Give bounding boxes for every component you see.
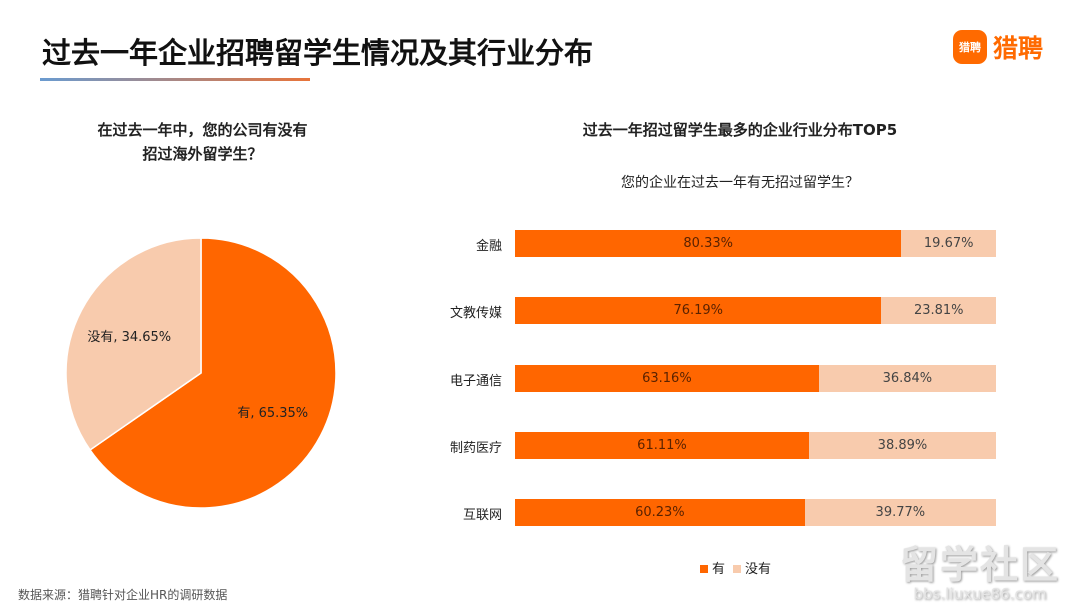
page-title: 过去一年企业招聘留学生情况及其行业分布 xyxy=(42,36,594,70)
watermark-line2: bbs.liuxue86.com xyxy=(913,585,1047,603)
bar-segment-no: 23.81% xyxy=(881,297,996,324)
logo-text: 猎聘 xyxy=(993,34,1044,63)
title-underline xyxy=(40,78,310,81)
bar-segment-no: 39.77% xyxy=(804,499,996,526)
pie-slice-no xyxy=(65,237,202,451)
data-source: 数据来源：猎聘针对企业HR的调研数据 xyxy=(18,588,228,602)
legend-swatch xyxy=(700,565,708,573)
legend-label: 有 xyxy=(712,562,726,577)
pie-label: 没有, 34.65% xyxy=(87,330,172,346)
pie-slice-yes xyxy=(89,237,337,509)
liepin-logo: 猎聘 猎聘 xyxy=(953,29,1043,65)
bar-segment-no: 38.89% xyxy=(808,432,996,459)
bar-segment-yes: 63.16% xyxy=(515,365,819,392)
legend: 有 没有 xyxy=(700,558,771,577)
legend-swatch xyxy=(733,565,742,573)
bar-segment-no: 19.67% xyxy=(901,230,996,257)
watermark-line1: 留学社区 xyxy=(900,543,1061,587)
bar-segment-no: 36.84% xyxy=(818,365,996,392)
category-label: 电子通信 xyxy=(449,374,502,389)
pie-title: 在过去一年中，您的公司有没有 招过海外留学生？ xyxy=(60,118,345,166)
legend-item-no: 没有 xyxy=(733,558,771,577)
legend-label: 没有 xyxy=(745,562,772,577)
legend-item-yes: 有 xyxy=(700,558,725,577)
pie-label: 有, 65.35% xyxy=(237,405,309,421)
logo-icon: 猎聘 xyxy=(953,30,987,64)
bar-subtitle: 您的企业在过去一年有无招过留学生？ xyxy=(621,175,859,191)
bar-segment-yes: 60.23% xyxy=(515,499,805,526)
category-label: 文教传媒 xyxy=(449,306,502,321)
bar-segment-yes: 80.33% xyxy=(515,230,902,257)
pie-chart xyxy=(65,237,337,509)
category-label: 互联网 xyxy=(462,508,502,523)
bar-segment-yes: 61.11% xyxy=(515,432,809,459)
watermark: 留学社区 bbs.liuxue86.com xyxy=(900,545,1060,603)
category-label: 金融 xyxy=(475,239,502,254)
pie-title-line1: 在过去一年中，您的公司有没有 xyxy=(97,121,308,139)
category-label: 制药医疗 xyxy=(449,441,502,456)
pie-title-line2: 招过海外留学生？ xyxy=(142,145,263,163)
bar-title: 过去一年招过留学生最多的企业行业分布TOP5 xyxy=(582,121,898,139)
bar-segment-yes: 76.19% xyxy=(515,297,882,324)
